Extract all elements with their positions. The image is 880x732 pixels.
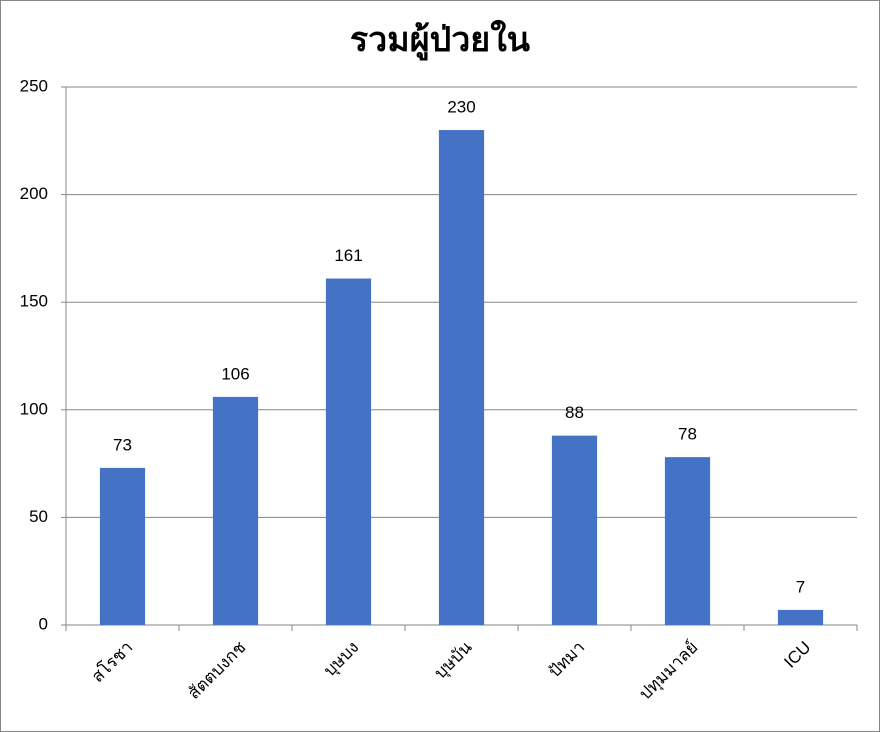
bar xyxy=(777,609,824,625)
data-label: 161 xyxy=(334,246,362,265)
bar xyxy=(212,396,259,625)
bar xyxy=(551,435,598,625)
bar xyxy=(99,467,146,625)
data-label: 106 xyxy=(221,364,249,383)
y-tick-label: 200 xyxy=(20,184,48,203)
y-tick-label: 100 xyxy=(20,399,48,418)
bar xyxy=(664,457,711,625)
y-tick-label: 0 xyxy=(39,614,48,633)
bar xyxy=(438,130,485,626)
data-label: 78 xyxy=(678,425,697,444)
y-tick-label: 50 xyxy=(29,507,48,526)
data-label: 88 xyxy=(565,403,584,422)
data-label: 7 xyxy=(796,577,805,596)
chart-title: รวมผู้ป่วยใน xyxy=(350,19,530,61)
bar xyxy=(325,278,372,625)
y-tick-label: 250 xyxy=(20,76,48,95)
data-label: 230 xyxy=(447,98,475,117)
data-label: 73 xyxy=(113,435,132,454)
y-tick-label: 150 xyxy=(20,292,48,311)
